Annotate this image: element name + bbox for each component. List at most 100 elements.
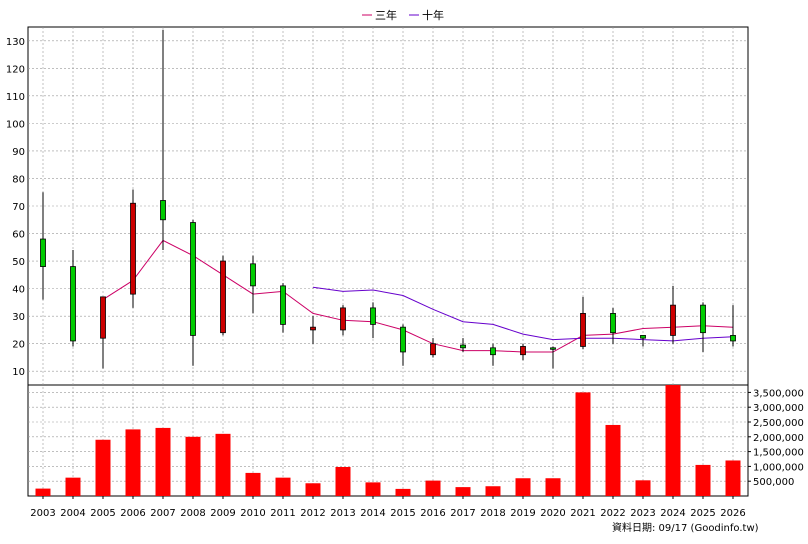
volume-bar: [335, 466, 351, 496]
price-tick-label: 110: [6, 92, 25, 103]
volume-bar: [725, 460, 741, 496]
candle-body: [160, 200, 166, 221]
x-tick-label: 2017: [450, 508, 475, 519]
candle-body: [610, 312, 616, 334]
candle-body: [430, 343, 436, 356]
footer-source-date: 資料日期: 09/17 (Goodinfo.tw): [612, 521, 759, 534]
volume-bar: [275, 477, 291, 496]
candle-body: [130, 202, 136, 295]
price-tick-label: 80: [12, 174, 25, 185]
x-tick-label: 2006: [120, 508, 145, 519]
price-tick-label: 70: [12, 202, 25, 213]
price-tick-label: 40: [12, 285, 25, 296]
candle-body: [370, 307, 376, 325]
x-tick-label: 2026: [720, 508, 745, 519]
plot-frame: [27, 26, 749, 497]
x-axis: 2003 2004 2005 2006 2007 2008 2009 2010 2011 2012…: [30, 496, 746, 519]
x-tick-label: 2018: [480, 508, 505, 519]
price-tick-label: 100: [6, 119, 25, 130]
x-tick-label: 2019: [510, 508, 535, 519]
x-tick-label: 2014: [360, 508, 385, 519]
volume-bars: [35, 385, 741, 496]
volume-bar: [215, 433, 231, 496]
legend: 三年 十年: [362, 8, 444, 22]
price-tick-label: 120: [6, 64, 25, 75]
volume-tick-label: 3,000,000: [753, 403, 804, 414]
x-tick-label: 2016: [420, 508, 445, 519]
grid: [27, 26, 749, 497]
x-tick-label: 2023: [630, 508, 655, 519]
x-tick-label: 2024: [660, 508, 685, 519]
volume-tick-label: 2,500,000: [753, 418, 804, 429]
volume-bar: [185, 436, 201, 496]
candle-body: [70, 266, 76, 342]
volume-bar: [35, 488, 51, 496]
volume-tick-label: 1,500,000: [753, 448, 804, 459]
volume-bar: [125, 429, 141, 496]
x-tick-label: 2005: [90, 508, 115, 519]
x-tick-label: 2008: [180, 508, 205, 519]
x-tick-label: 2013: [330, 508, 355, 519]
candle-body: [400, 326, 406, 353]
price-tick-label: 20: [12, 340, 25, 351]
volume-bar: [635, 480, 651, 496]
volume-bar: [425, 480, 441, 496]
x-tick-label: 2003: [30, 508, 55, 519]
x-tick-label: 2007: [150, 508, 175, 519]
candle-body: [640, 335, 646, 339]
volume-bar: [95, 439, 111, 496]
candle-body: [490, 347, 496, 356]
price-tick-label: 60: [12, 230, 25, 241]
volume-bar: [605, 424, 621, 496]
volume-bar: [455, 487, 471, 496]
x-tick-label: 2022: [600, 508, 625, 519]
x-tick-label: 2015: [390, 508, 415, 519]
volume-bar: [485, 486, 501, 496]
candle-body: [280, 285, 286, 325]
candle-body: [520, 346, 526, 356]
candle-body: [340, 307, 346, 331]
three-year-line: [102, 239, 734, 353]
candle-body: [190, 222, 196, 336]
candle-body: [670, 304, 676, 336]
volume-tick-label: 2,000,000: [753, 433, 804, 444]
candle-body: [40, 238, 46, 267]
x-tick-label: 2009: [210, 508, 235, 519]
price-axis: 10 20 30 40 50 60 70 80 90 100 110 120 130: [6, 37, 25, 378]
x-tick-label: 2021: [570, 508, 595, 519]
price-tick-label: 50: [12, 257, 25, 268]
volume-bar: [65, 477, 81, 496]
volume-bar: [305, 483, 321, 496]
volume-axis: 500,000 1,000,000 1,500,000 2,000,000 2,500,…: [748, 388, 804, 488]
volume-bar: [575, 392, 591, 496]
price-tick-label: 130: [6, 37, 25, 48]
volume-bar: [515, 478, 531, 496]
x-tick-label: 2025: [690, 508, 715, 519]
ten-year-line: [312, 286, 734, 342]
legend-label-ten-year: 十年: [422, 8, 444, 22]
candle-body: [460, 344, 466, 349]
volume-tick-label: 1,000,000: [753, 462, 804, 473]
x-tick-label: 2010: [240, 508, 265, 519]
volume-bar: [545, 478, 561, 496]
moving-average-lines: [102, 239, 734, 353]
candle-body: [250, 263, 256, 287]
volume-bar: [665, 385, 681, 496]
x-tick-label: 2004: [60, 508, 85, 519]
legend-label-three-year: 三年: [375, 8, 397, 22]
price-tick-label: 30: [12, 312, 25, 323]
volume-bar: [695, 464, 711, 496]
candle-body: [100, 296, 106, 339]
x-tick-label: 2011: [270, 508, 295, 519]
candle-body: [700, 304, 706, 334]
volume-tick-label: 500,000: [753, 477, 794, 488]
x-tick-label: 2020: [540, 508, 565, 519]
candles: [40, 29, 736, 369]
candle-body: [220, 260, 226, 334]
volume-bar: [155, 427, 171, 496]
candle-body: [580, 312, 586, 347]
candle-body: [730, 335, 736, 342]
volume-bar: [245, 472, 261, 496]
candle-body: [550, 347, 556, 350]
